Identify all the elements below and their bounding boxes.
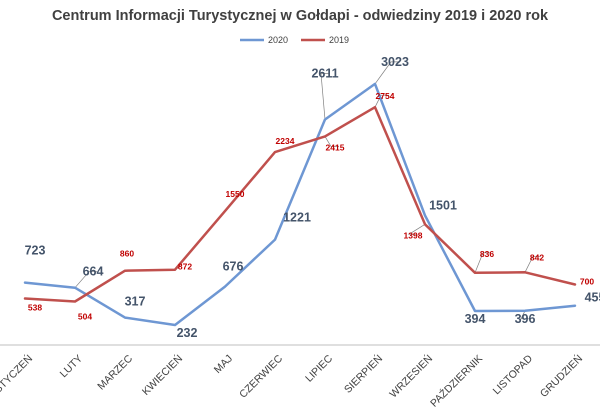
data-label-2019: 872 [178,262,192,272]
series-line-2020 [23,82,577,327]
data-label-2020: 2611 [311,67,338,81]
x-tick-label: STYCZEŃ [0,352,35,396]
data-label-2019: 860 [120,249,134,259]
data-label-2019: 538 [28,303,42,313]
data-label-2020: 723 [25,244,46,258]
data-label-2020: 3023 [381,55,409,69]
leader-line [374,94,389,108]
data-label-2020: 394 [465,312,486,326]
leader-line [524,255,541,273]
x-tick-label: PAŹDZIERNIK [427,352,485,410]
leader-line [74,271,97,288]
data-label-2019: 700 [580,277,594,287]
data-label-2020: 1221 [283,211,311,225]
leader-line [407,224,426,235]
data-label-2020: 1501 [429,198,457,212]
legend: 2020 2019 [240,35,349,45]
x-tick-label: GRUDZIEŃ [537,352,585,400]
x-tick-label: KWIECIEŃ [139,352,185,398]
chart-title: Centrum Informacji Turystycznej w Gołdap… [51,8,549,24]
leader-line [324,136,339,147]
x-tick-label: LISTOPAD [491,352,536,397]
x-axis: STYCZEŃ LUTY MARZEC KWIECIEŃ MAJ CZERWIEC LIPI… [0,344,600,410]
x-tick-label: MARZEC [95,352,135,392]
x-tick-label: SIERPIEŃ [341,352,385,396]
data-label-2020: 232 [177,326,198,340]
data-label-2019: 1550 [226,189,245,199]
legend-label-2019: 2019 [329,35,349,45]
x-tick-label: CZERWIEC [237,352,285,400]
data-label-2019: 1398 [404,230,423,240]
leader-line [374,61,399,85]
x-tick-label: LIPIEC [303,352,335,384]
data-label-2020: 664 [83,265,104,279]
leader-line [520,310,529,320]
x-tick-label: MAJ [212,353,235,376]
data-label-2019: 2754 [376,91,395,101]
x-tick-label: WRZESIEŃ [387,352,435,400]
data-label-2020: 317 [125,295,146,309]
leader-line [474,252,491,273]
data-label-2020: 676 [223,260,244,274]
data-label-2019: 836 [480,249,494,259]
data-label-2020: 396 [515,312,536,326]
label-leader-lines [74,61,541,320]
data-label-2020: 455 [585,291,600,305]
series-lines [23,82,577,327]
data-label-2019: 504 [78,312,92,322]
legend-label-2020: 2020 [268,35,288,45]
data-label-2019: 2234 [276,136,295,146]
x-tick-label: LUTY [58,353,85,380]
data-labels: 723 664 317 232 676 1221 2611 3023 1501 394 396 45 5… [25,55,600,340]
data-label-2019: 842 [530,252,544,262]
series-line-2019 [23,105,577,303]
data-label-2019: 2415 [326,142,345,152]
leader-line [320,73,329,120]
